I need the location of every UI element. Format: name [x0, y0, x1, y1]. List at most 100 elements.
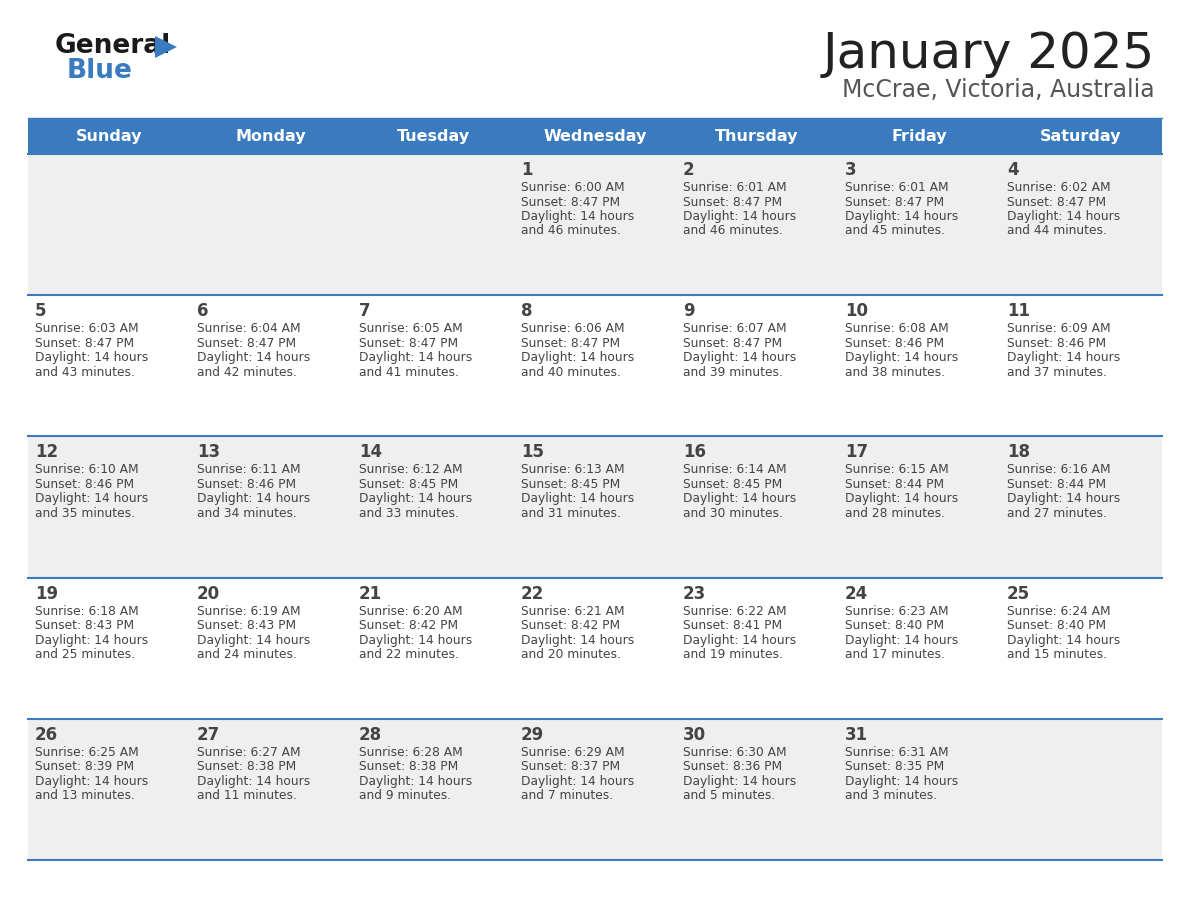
Text: Sunrise: 6:22 AM: Sunrise: 6:22 AM	[683, 605, 786, 618]
Text: Sunrise: 6:02 AM: Sunrise: 6:02 AM	[1007, 181, 1111, 194]
Text: Sunrise: 6:30 AM: Sunrise: 6:30 AM	[683, 745, 786, 759]
Text: Daylight: 14 hours: Daylight: 14 hours	[1007, 352, 1120, 364]
Text: Sunrise: 6:03 AM: Sunrise: 6:03 AM	[34, 322, 139, 335]
Bar	[29, 154, 1162, 296]
Text: 22: 22	[522, 585, 544, 602]
Text: and 45 minutes.: and 45 minutes.	[845, 225, 944, 238]
Text: Sunrise: 6:28 AM: Sunrise: 6:28 AM	[359, 745, 463, 759]
Text: Sunday: Sunday	[76, 129, 143, 143]
Text: 3: 3	[845, 161, 857, 179]
Text: 28: 28	[359, 726, 383, 744]
Text: Daylight: 14 hours: Daylight: 14 hours	[683, 352, 796, 364]
Text: and 33 minutes.: and 33 minutes.	[359, 507, 459, 520]
Text: 29: 29	[522, 726, 544, 744]
Text: Monday: Monday	[235, 129, 307, 143]
Text: and 40 minutes.: and 40 minutes.	[522, 365, 621, 379]
Bar	[1000, 118, 1162, 154]
Text: Sunrise: 6:01 AM: Sunrise: 6:01 AM	[845, 181, 949, 194]
Text: Daylight: 14 hours: Daylight: 14 hours	[359, 775, 473, 788]
Text: Sunset: 8:39 PM: Sunset: 8:39 PM	[34, 760, 134, 773]
Text: Sunrise: 6:07 AM: Sunrise: 6:07 AM	[683, 322, 786, 335]
Text: Sunrise: 6:12 AM: Sunrise: 6:12 AM	[359, 464, 462, 476]
Text: and 13 minutes.: and 13 minutes.	[34, 789, 135, 802]
Text: Sunset: 8:42 PM: Sunset: 8:42 PM	[359, 619, 459, 633]
Text: 10: 10	[845, 302, 868, 320]
Text: Daylight: 14 hours: Daylight: 14 hours	[522, 210, 634, 223]
Text: and 34 minutes.: and 34 minutes.	[197, 507, 297, 520]
Bar	[190, 118, 352, 154]
Text: and 7 minutes.: and 7 minutes.	[522, 789, 613, 802]
Text: Sunset: 8:45 PM: Sunset: 8:45 PM	[522, 478, 620, 491]
Text: Sunrise: 6:05 AM: Sunrise: 6:05 AM	[359, 322, 463, 335]
Text: Sunrise: 6:10 AM: Sunrise: 6:10 AM	[34, 464, 139, 476]
Text: Sunset: 8:47 PM: Sunset: 8:47 PM	[845, 196, 944, 208]
Text: and 44 minutes.: and 44 minutes.	[1007, 225, 1107, 238]
Text: Sunrise: 6:25 AM: Sunrise: 6:25 AM	[34, 745, 139, 759]
Text: Daylight: 14 hours: Daylight: 14 hours	[34, 633, 148, 646]
Text: Sunset: 8:47 PM: Sunset: 8:47 PM	[683, 196, 782, 208]
Bar	[29, 577, 1162, 719]
Text: Daylight: 14 hours: Daylight: 14 hours	[197, 775, 310, 788]
Text: 5: 5	[34, 302, 46, 320]
Text: Daylight: 14 hours: Daylight: 14 hours	[1007, 492, 1120, 506]
Text: Daylight: 14 hours: Daylight: 14 hours	[522, 352, 634, 364]
Text: and 9 minutes.: and 9 minutes.	[359, 789, 451, 802]
Bar	[838, 118, 1000, 154]
Text: General: General	[55, 33, 171, 59]
Text: and 37 minutes.: and 37 minutes.	[1007, 365, 1107, 379]
Text: Daylight: 14 hours: Daylight: 14 hours	[683, 492, 796, 506]
Text: 11: 11	[1007, 302, 1030, 320]
Text: 13: 13	[197, 443, 220, 462]
Text: Sunrise: 6:00 AM: Sunrise: 6:00 AM	[522, 181, 625, 194]
Text: and 35 minutes.: and 35 minutes.	[34, 507, 135, 520]
Text: Saturday: Saturday	[1041, 129, 1121, 143]
Text: Sunset: 8:40 PM: Sunset: 8:40 PM	[845, 619, 944, 633]
Text: Sunset: 8:43 PM: Sunset: 8:43 PM	[197, 619, 296, 633]
Text: and 31 minutes.: and 31 minutes.	[522, 507, 621, 520]
Text: 7: 7	[359, 302, 371, 320]
Text: Sunset: 8:41 PM: Sunset: 8:41 PM	[683, 619, 782, 633]
Text: 26: 26	[34, 726, 58, 744]
Bar	[352, 118, 514, 154]
Text: Sunset: 8:38 PM: Sunset: 8:38 PM	[197, 760, 296, 773]
Text: Daylight: 14 hours: Daylight: 14 hours	[34, 352, 148, 364]
Text: Daylight: 14 hours: Daylight: 14 hours	[197, 352, 310, 364]
Text: Sunrise: 6:21 AM: Sunrise: 6:21 AM	[522, 605, 625, 618]
Text: Sunset: 8:36 PM: Sunset: 8:36 PM	[683, 760, 782, 773]
Text: 21: 21	[359, 585, 383, 602]
Text: Sunset: 8:35 PM: Sunset: 8:35 PM	[845, 760, 944, 773]
Text: and 22 minutes.: and 22 minutes.	[359, 648, 459, 661]
Text: Wednesday: Wednesday	[543, 129, 646, 143]
Text: 14: 14	[359, 443, 383, 462]
Text: Sunrise: 6:01 AM: Sunrise: 6:01 AM	[683, 181, 786, 194]
Text: Sunset: 8:44 PM: Sunset: 8:44 PM	[1007, 478, 1106, 491]
Text: Daylight: 14 hours: Daylight: 14 hours	[845, 633, 959, 646]
Bar	[29, 118, 190, 154]
Text: Daylight: 14 hours: Daylight: 14 hours	[522, 775, 634, 788]
Bar	[676, 118, 838, 154]
Text: Daylight: 14 hours: Daylight: 14 hours	[845, 775, 959, 788]
Text: Sunset: 8:40 PM: Sunset: 8:40 PM	[1007, 619, 1106, 633]
Text: and 28 minutes.: and 28 minutes.	[845, 507, 944, 520]
Text: Sunrise: 6:29 AM: Sunrise: 6:29 AM	[522, 745, 625, 759]
Text: Sunset: 8:46 PM: Sunset: 8:46 PM	[1007, 337, 1106, 350]
Text: Sunrise: 6:11 AM: Sunrise: 6:11 AM	[197, 464, 301, 476]
Text: Sunrise: 6:08 AM: Sunrise: 6:08 AM	[845, 322, 949, 335]
Bar	[29, 719, 1162, 860]
Polygon shape	[154, 36, 177, 58]
Text: 2: 2	[683, 161, 695, 179]
Text: and 5 minutes.: and 5 minutes.	[683, 789, 776, 802]
Text: Daylight: 14 hours: Daylight: 14 hours	[845, 352, 959, 364]
Text: Daylight: 14 hours: Daylight: 14 hours	[522, 633, 634, 646]
Text: Daylight: 14 hours: Daylight: 14 hours	[845, 492, 959, 506]
Text: and 17 minutes.: and 17 minutes.	[845, 648, 944, 661]
Text: Sunrise: 6:19 AM: Sunrise: 6:19 AM	[197, 605, 301, 618]
Text: 1: 1	[522, 161, 532, 179]
Text: Sunset: 8:47 PM: Sunset: 8:47 PM	[683, 337, 782, 350]
Text: and 3 minutes.: and 3 minutes.	[845, 789, 937, 802]
Text: and 15 minutes.: and 15 minutes.	[1007, 648, 1107, 661]
Text: and 27 minutes.: and 27 minutes.	[1007, 507, 1107, 520]
Text: Sunset: 8:45 PM: Sunset: 8:45 PM	[359, 478, 459, 491]
Text: Sunset: 8:46 PM: Sunset: 8:46 PM	[845, 337, 944, 350]
Text: Sunrise: 6:13 AM: Sunrise: 6:13 AM	[522, 464, 625, 476]
